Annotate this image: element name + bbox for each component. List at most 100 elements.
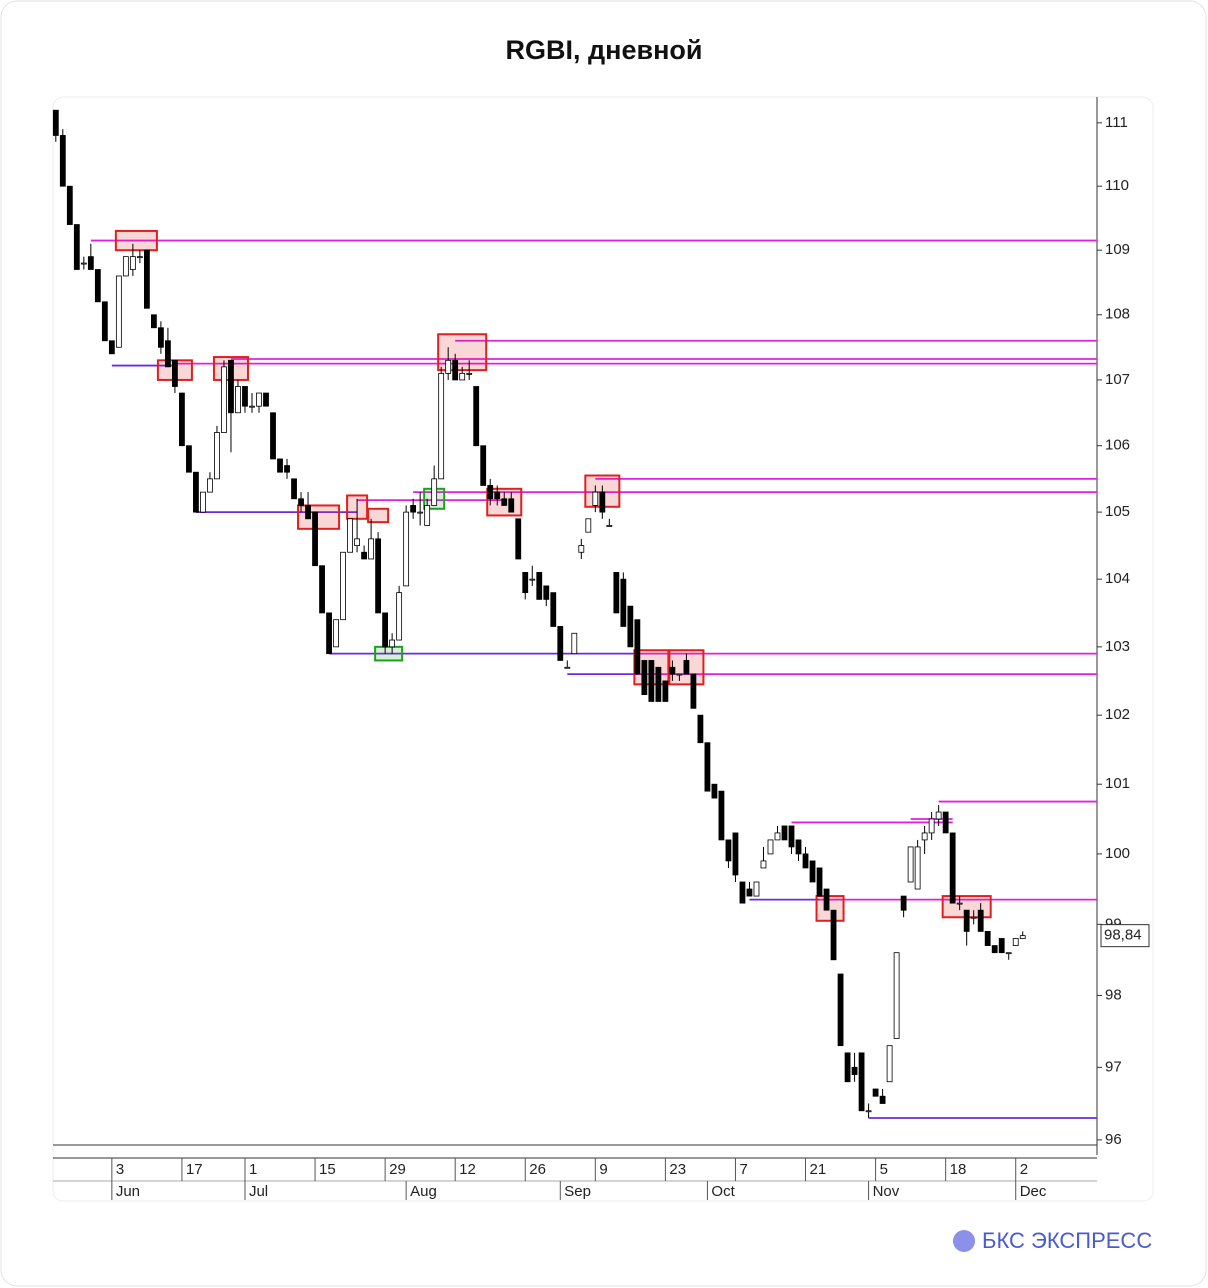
candle-body	[760, 860, 767, 869]
candle-body	[136, 256, 143, 259]
candle-body	[991, 945, 998, 954]
candle-body	[592, 491, 599, 506]
candle-body	[879, 1095, 886, 1104]
candle-body	[179, 392, 185, 447]
candle-body	[606, 525, 613, 527]
panel	[52, 96, 1154, 1202]
candle-body	[186, 445, 192, 473]
candle-body	[115, 275, 122, 348]
candle-body	[725, 839, 732, 862]
candle-body	[662, 680, 669, 702]
candle-body	[263, 392, 269, 407]
y-tick-label: 109	[1105, 241, 1130, 258]
y-tick-label: 101	[1105, 775, 1130, 792]
candle-body	[291, 478, 297, 500]
y-tick-label: 106	[1105, 437, 1130, 454]
candle-body	[711, 783, 718, 799]
candle-body	[900, 895, 907, 911]
candle-body	[865, 1110, 872, 1113]
candle-body	[718, 790, 725, 841]
month-label: Sep	[564, 1183, 591, 1200]
candle-body	[599, 491, 606, 513]
candle-body	[641, 660, 648, 696]
candle-body	[627, 605, 634, 648]
candle-body	[445, 359, 452, 374]
candle-body	[52, 109, 59, 136]
chart-title: RGBI, дневной	[506, 35, 703, 65]
candle-body	[508, 498, 515, 513]
x-tick-label: 15	[319, 1161, 336, 1178]
candle-body	[200, 491, 206, 513]
candle-body	[956, 902, 963, 905]
candle-body	[977, 909, 984, 932]
candle-body	[452, 359, 459, 381]
candle-body	[984, 931, 991, 946]
zone-box	[374, 645, 404, 662]
candle-body	[683, 660, 690, 675]
y-tick-label: 103	[1105, 638, 1130, 655]
candle-body	[655, 666, 662, 702]
candle-body	[767, 839, 774, 855]
candle-body	[403, 511, 410, 587]
candle-body	[319, 565, 325, 614]
zone-box	[815, 895, 845, 922]
candle-body	[459, 372, 466, 381]
candle-body	[1005, 952, 1012, 955]
last-price-box	[1100, 924, 1150, 948]
candle-body	[998, 938, 1005, 954]
y-tick-label: 111	[1105, 114, 1128, 131]
candle-body	[466, 372, 473, 375]
y-tick-label: 104	[1105, 570, 1130, 587]
candle-body	[746, 888, 753, 897]
last-price-label: 98,84	[1104, 927, 1142, 944]
zone-box	[114, 229, 158, 252]
candle-body	[522, 572, 529, 594]
x-tick-label: 9	[599, 1161, 607, 1178]
candle-body	[795, 839, 802, 855]
y-tick-label: 96	[1105, 1131, 1122, 1148]
x-tick-label: 26	[529, 1161, 546, 1178]
candle-body	[354, 538, 360, 546]
month-label: Jun	[116, 1183, 140, 1200]
candle-body	[228, 359, 234, 414]
candle-body	[935, 811, 942, 820]
candle-body	[844, 1052, 851, 1083]
candle-body	[129, 256, 136, 270]
candle-body	[634, 619, 641, 675]
candle-body	[158, 327, 164, 348]
x-tick-label: 2	[1020, 1161, 1028, 1178]
candle-body	[858, 1052, 865, 1112]
candle-body	[578, 545, 585, 553]
candle-body	[256, 392, 262, 407]
candle-body	[417, 511, 424, 514]
candle-body	[557, 626, 564, 661]
candle-body	[697, 714, 704, 744]
candle-body	[669, 666, 676, 675]
candle-body	[382, 612, 389, 648]
candle-body	[970, 916, 977, 919]
candle-body	[571, 632, 578, 655]
logo: БКС ЭКСПРЕСС	[982, 1228, 1152, 1253]
candle-body	[214, 432, 220, 480]
candle-body	[66, 185, 73, 225]
candle-body	[389, 639, 396, 648]
candle-body	[851, 1066, 858, 1075]
candle-body	[886, 1045, 893, 1083]
candle-body	[1019, 935, 1026, 939]
x-tick-label: 7	[739, 1161, 747, 1178]
candle-body	[515, 518, 522, 560]
y-tick-label: 100	[1105, 845, 1130, 862]
candle-body	[333, 619, 339, 648]
zone-box	[367, 507, 390, 524]
candle-body	[914, 846, 921, 890]
x-tick-label: 1	[249, 1161, 257, 1178]
candle-body	[361, 551, 367, 560]
candle-body	[94, 269, 101, 303]
candle-body	[242, 386, 248, 407]
candle-body	[501, 498, 508, 506]
candle-body	[690, 673, 697, 709]
candle-body	[1012, 938, 1019, 946]
candle-body	[543, 585, 550, 600]
candle-body	[312, 511, 318, 567]
